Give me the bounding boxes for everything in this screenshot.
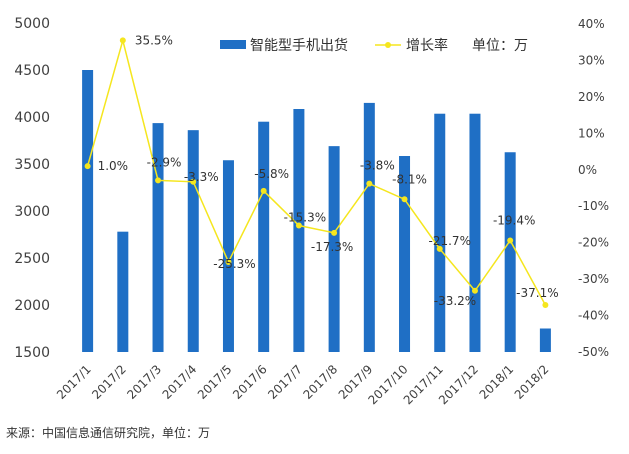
right-tick-label: 30%: [578, 53, 605, 67]
bar: [222, 160, 234, 352]
growth-data-label: -3.8%: [360, 159, 395, 173]
bar: [469, 113, 481, 353]
right-tick-label: -40%: [578, 309, 609, 323]
right-tick-label: -30%: [578, 272, 609, 286]
left-tick-label: 2000: [14, 298, 50, 314]
unit-label: 单位：万: [472, 38, 528, 54]
x-tick-label: 2018/1: [477, 362, 517, 402]
legend-bar-label: 智能型手机出货: [250, 37, 348, 54]
left-tick-label: 3500: [14, 157, 50, 173]
bar: [328, 146, 340, 352]
x-tick-label: 2017/8: [300, 362, 340, 402]
bar: [539, 328, 551, 352]
x-tick-label: 2017/2: [89, 362, 129, 402]
x-tick-label: 2017/3: [124, 362, 164, 402]
growth-point: [401, 196, 408, 203]
growth-point: [260, 187, 267, 194]
right-tick-label: 40%: [578, 17, 605, 31]
growth-data-label: -37.1%: [516, 286, 558, 300]
growth-point: [507, 237, 514, 244]
growth-point: [436, 245, 443, 252]
growth-data-label: -8.1%: [392, 172, 427, 186]
growth-data-label: -2.9%: [147, 155, 182, 169]
left-tick-label: 4500: [14, 63, 50, 79]
x-tick-label: 2017/1: [54, 362, 94, 402]
x-tick-label: 2017/4: [160, 362, 200, 402]
x-tick-label: 2017/5: [195, 362, 235, 402]
bar: [187, 130, 199, 352]
growth-data-label: -15.3%: [284, 211, 326, 225]
bar: [504, 152, 516, 352]
growth-line: [86, 37, 547, 306]
growth-point: [542, 301, 549, 308]
legend-line-marker: [385, 42, 391, 48]
legend-line-label: 增长率: [406, 37, 448, 54]
growth-point: [84, 163, 91, 170]
legend-bar-swatch: [220, 40, 246, 49]
right-axis: -50% -40% -30% -20% -10% 0% 10% 20% 30% 40%: [578, 17, 609, 359]
bar: [117, 231, 129, 352]
growth-data-label: -5.8%: [254, 167, 289, 181]
bar: [293, 109, 305, 352]
x-tick-label: 2017/6: [230, 362, 270, 402]
right-tick-label: 0%: [578, 163, 597, 177]
growth-data-label: -17.3%: [311, 240, 353, 254]
growth-point: [225, 258, 232, 265]
bar: [399, 156, 411, 352]
x-axis-labels: 2017/12017/22017/32017/42017/52017/62017…: [54, 362, 552, 407]
bar: [258, 121, 270, 352]
left-tick-label: 4000: [14, 110, 50, 126]
bar: [152, 123, 164, 352]
growth-point: [119, 37, 126, 44]
bar-series: [82, 70, 551, 353]
left-axis: 1500 2000 2500 3000 3500 4000 4500 5000: [14, 16, 50, 361]
right-tick-label: 10%: [578, 126, 605, 140]
growth-point: [155, 177, 162, 184]
bar: [363, 102, 375, 353]
growth-data-label: -3.3%: [184, 170, 219, 184]
growth-point: [331, 229, 338, 236]
right-tick-label: -50%: [578, 345, 609, 359]
source-note: 来源：中国信息通信研究院，单位：万: [6, 426, 211, 440]
left-tick-label: 1500: [14, 345, 50, 361]
growth-line-series: 1.0% 35.5% -2.9%-3.3% -25.3% -5.8% -15.3% -17.…: [84, 33, 559, 308]
x-tick-label: 2018/2: [512, 362, 552, 402]
growth-point: [295, 222, 302, 229]
growth-data-label: -25.3%: [213, 257, 255, 271]
right-tick-label: -20%: [578, 236, 609, 250]
right-tick-label: 20%: [578, 90, 605, 104]
growth-data-label: -33.2%: [434, 294, 476, 308]
legend: 智能型手机出货 增长率 单位：万: [220, 37, 528, 54]
left-tick-label: 5000: [14, 16, 50, 32]
growth-point: [366, 180, 373, 187]
x-tick-label: 2017/7: [265, 362, 305, 402]
growth-data-label: -21.7%: [429, 234, 471, 248]
growth-data-label: 1.0%: [98, 159, 129, 173]
growth-point: [471, 287, 478, 294]
left-tick-label: 2500: [14, 251, 50, 267]
left-tick-label: 3000: [14, 204, 50, 220]
bar: [82, 70, 94, 352]
growth-point: [190, 178, 197, 185]
growth-data-label: -19.4%: [493, 213, 535, 227]
growth-data-label: 35.5%: [135, 33, 173, 47]
right-tick-label: -10%: [578, 199, 609, 213]
bar: [434, 113, 446, 353]
